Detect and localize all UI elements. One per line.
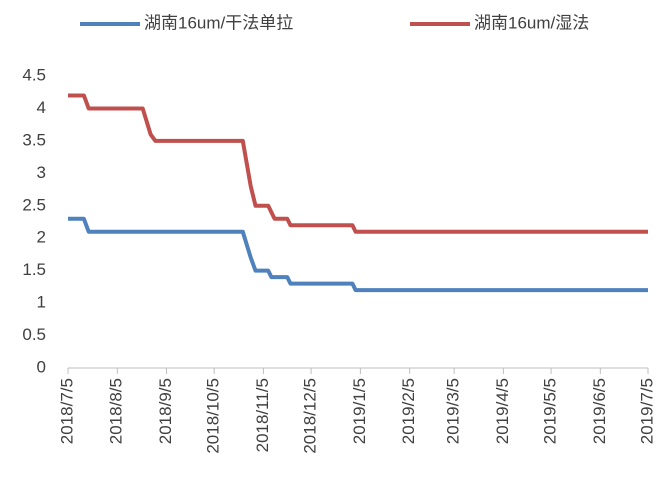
legend-label: 湖南16um/干法单拉	[144, 13, 293, 32]
y-tick-label: 0.5	[22, 325, 46, 344]
x-tick-label: 2019/4/5	[493, 378, 512, 444]
x-tick-label: 2019/1/5	[350, 378, 369, 444]
x-tick-label: 2019/5/5	[541, 378, 560, 444]
y-tick-label: 3.5	[22, 130, 46, 149]
x-tick-label: 2018/7/5	[57, 378, 76, 444]
x-tick-label: 2018/9/5	[156, 378, 175, 444]
y-tick-label: 1	[37, 293, 46, 312]
x-tick-label: 2019/2/5	[399, 378, 418, 444]
y-tick-label: 2.5	[22, 195, 46, 214]
line-series	[68, 216, 648, 293]
x-tick-label: 2019/3/5	[444, 378, 463, 444]
y-tick-label: 2	[37, 228, 46, 247]
y-tick-label: 3	[37, 163, 46, 182]
x-tick-label: 2018/11/5	[253, 378, 272, 452]
x-tick-label: 2019/7/5	[637, 378, 656, 444]
legend-label: 湖南16um/湿法	[474, 13, 589, 32]
y-tick-label: 1.5	[22, 260, 46, 279]
x-tick-label: 2018/8/5	[107, 378, 126, 444]
line-series	[68, 93, 648, 234]
y-tick-label: 0	[37, 357, 46, 376]
y-tick-label: 4	[37, 98, 46, 117]
y-tick-label: 4.5	[22, 65, 46, 84]
x-tick-label: 2018/12/5	[301, 378, 320, 454]
x-tick-label: 2018/10/5	[204, 378, 223, 454]
x-tick-label: 2019/6/5	[590, 378, 609, 444]
